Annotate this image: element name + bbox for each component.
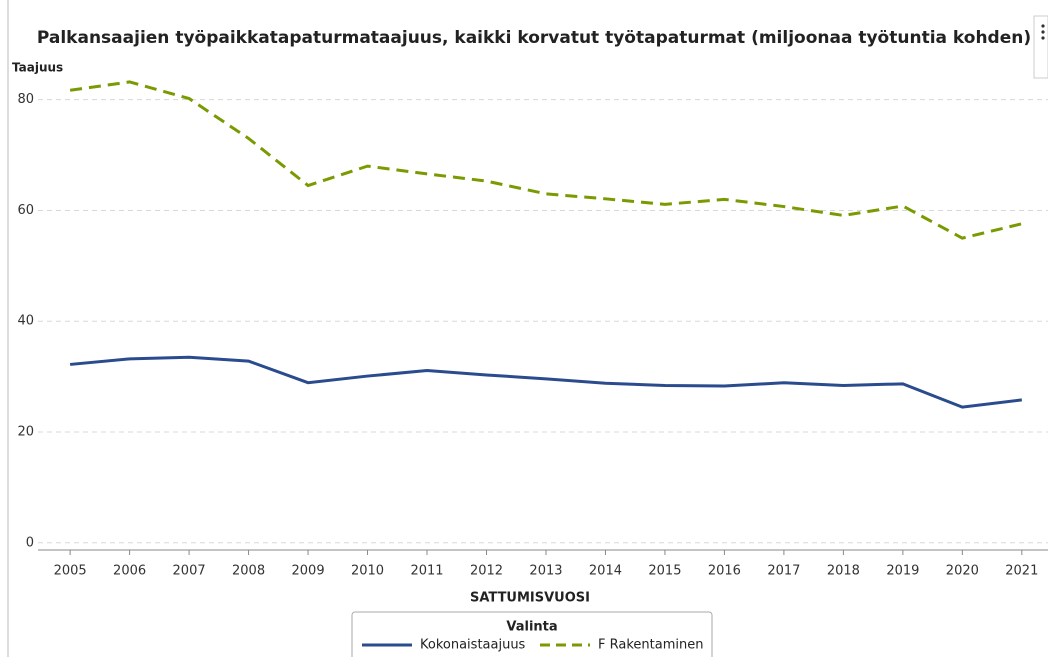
- x-tick-label: 2012: [470, 564, 503, 579]
- x-tick-label: 2020: [946, 564, 979, 579]
- series-line: [69, 355, 1023, 409]
- legend-title: Valinta: [506, 620, 557, 635]
- y-tick-label: 60: [17, 203, 34, 218]
- toolbar: [1033, 15, 1048, 79]
- series-line: [69, 80, 1023, 240]
- x-tick-label: 2015: [648, 564, 681, 579]
- y-tick-label: 40: [17, 314, 34, 329]
- x-tick-label: 2011: [410, 564, 443, 579]
- legend-label: F Rakentaminen: [598, 638, 703, 653]
- y-axis-label: Taajuus: [12, 61, 63, 75]
- dot: [1041, 30, 1045, 34]
- x-tick-label: 2017: [767, 564, 800, 579]
- legend-box: [351, 611, 713, 661]
- x-tick-label: 2006: [113, 564, 146, 579]
- chart-title: Palkansaajien työpaikkatapaturmataajuus,…: [37, 28, 1031, 48]
- y-tick-label: 0: [26, 535, 34, 550]
- x-tick-label: 2007: [173, 564, 206, 579]
- dot: [1041, 24, 1045, 28]
- x-axis-label: SATTUMISVUOSI: [470, 591, 590, 606]
- y-tick-label: 80: [17, 92, 34, 107]
- x-tick-label: 2016: [708, 564, 741, 579]
- legend-label: Kokonaistaajuus: [420, 638, 526, 653]
- x-tick-label: 2013: [529, 564, 562, 579]
- x-tick-label: 2014: [589, 564, 622, 579]
- x-tick-label: 2010: [351, 564, 384, 579]
- x-tick-label: 2008: [232, 564, 265, 579]
- x-tick-label: 2019: [886, 564, 919, 579]
- x-tick-label: 2005: [54, 564, 87, 579]
- menu-icon[interactable]: [1033, 15, 1048, 79]
- y-tick-label: 20: [17, 425, 34, 440]
- dot: [1041, 36, 1045, 40]
- x-tick-label: 2018: [827, 564, 860, 579]
- x-tick-label: 2021: [1005, 564, 1038, 579]
- x-tick-label: 2009: [292, 564, 325, 579]
